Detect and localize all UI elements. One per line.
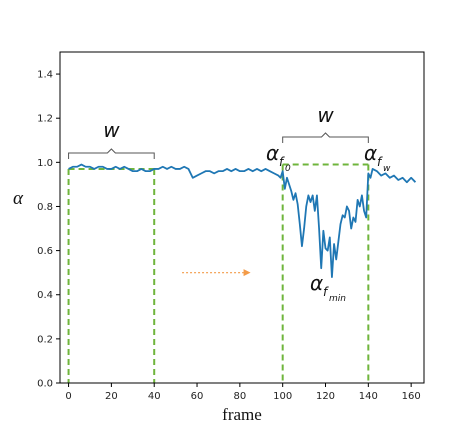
y-tick-label: 1.0 [37,158,53,169]
x-tick-label: 0 [65,391,71,402]
y-tick-label: 0.0 [37,379,53,390]
x-tick-label: 120 [316,391,335,402]
y-tick-label: 1.2 [37,114,53,125]
alpha-fmin-subscript: f [323,285,329,299]
alpha-f0-subscript: f [279,155,285,169]
alpha-fw-subsubscript: w [383,164,391,174]
window-label-left: w [103,118,120,142]
alpha-f0-symbol: α [266,141,279,165]
alpha-f0-subsubscript: 0 [285,164,291,174]
x-tick-label: 140 [359,391,378,402]
x-tick-label: 60 [191,391,204,402]
x-axis-label: frame [222,405,262,424]
y-tick-label: 0.8 [37,202,53,213]
x-tick-label: 160 [402,391,421,402]
window-bracket [282,132,369,143]
data-series-line [68,163,417,278]
alpha-fmin-symbol: α [310,271,323,295]
plot-frame [59,51,425,384]
y-tick-label: 0.2 [37,334,53,345]
alpha-fmin-subsubscript: min [329,294,346,304]
y-tick-label: 1.4 [37,70,53,81]
alpha-fw-subscript: f [377,155,383,169]
alpha-f0-annotation: α f 0 [266,141,291,174]
alpha-fw-symbol: α [364,141,377,165]
y-tick-label: 0.4 [37,290,53,301]
y-axis-label: α [13,188,24,209]
series-layer [68,163,417,278]
x-tick-label: 80 [233,391,246,402]
axes-layer [59,51,425,384]
x-tick-label: 100 [273,391,292,402]
window-bracket [68,148,155,159]
ticks-layer: 0 20 40 60 80 100 120 140 160 0.0 0.2 0.4 0.6 0.8 1.0 1… [37,70,421,402]
x-tick-label: 40 [148,391,161,402]
x-tick-label: 20 [105,391,118,402]
window-label-right: w [317,103,334,127]
shift-arrow-head [243,269,251,277]
alpha-fmin-annotation: α f min [310,271,346,304]
y-tick-label: 0.6 [37,246,53,257]
alpha-fw-annotation: α f w [364,141,391,174]
